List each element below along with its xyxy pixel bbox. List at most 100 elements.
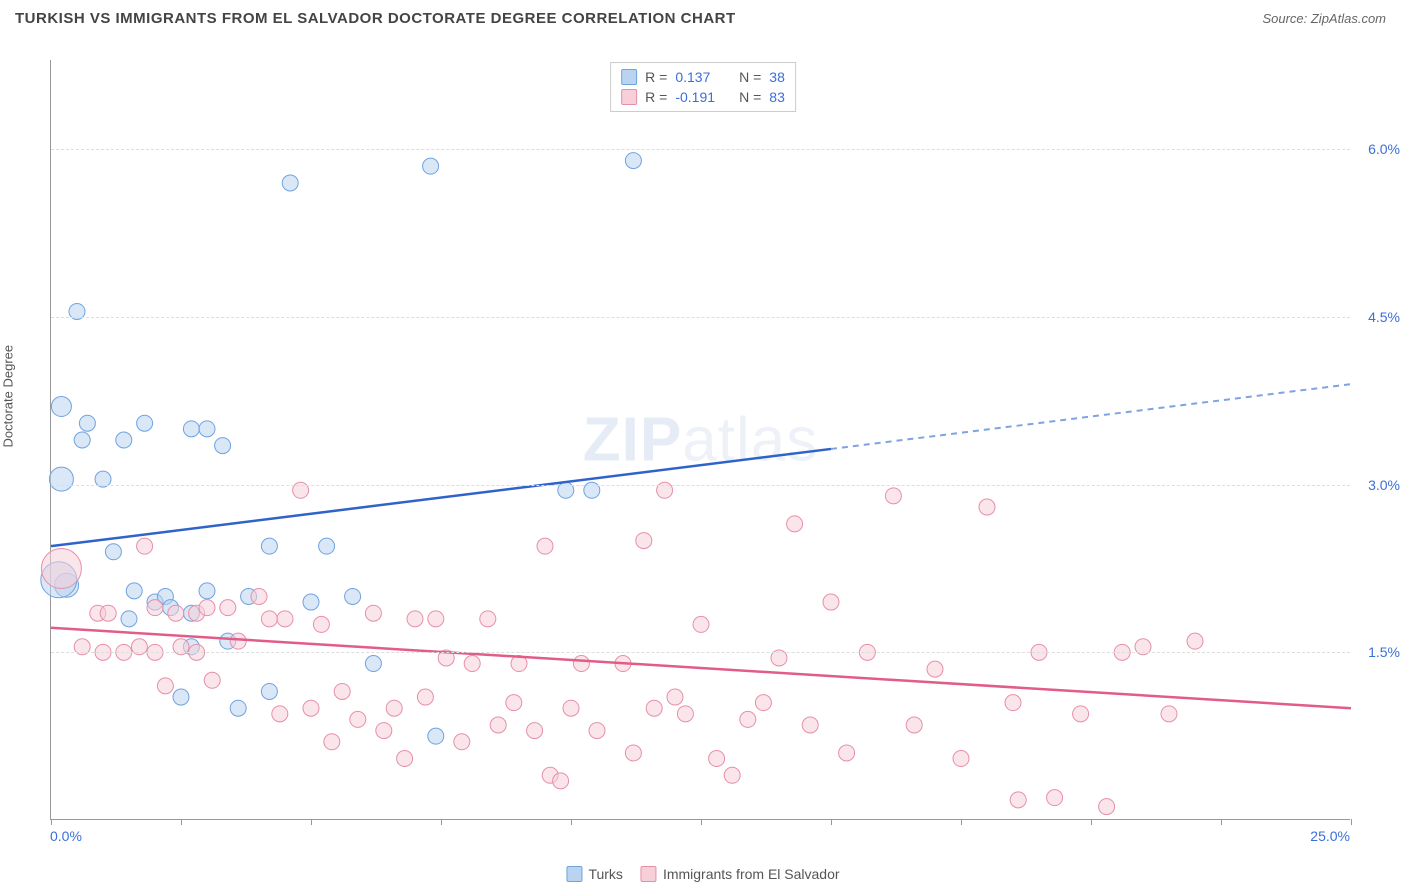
data-point	[277, 611, 293, 627]
data-point	[230, 633, 246, 649]
data-point	[823, 594, 839, 610]
data-point	[376, 723, 392, 739]
x-tick	[701, 819, 702, 825]
x-tick	[181, 819, 182, 825]
data-point	[313, 616, 329, 632]
data-point	[646, 700, 662, 716]
data-point	[839, 745, 855, 761]
data-point	[1073, 706, 1089, 722]
data-point	[454, 734, 470, 750]
y-tick-label: 6.0%	[1368, 141, 1400, 157]
data-point	[51, 396, 71, 416]
legend-item: Immigrants from El Salvador	[641, 866, 840, 882]
data-point	[397, 751, 413, 767]
data-point	[100, 605, 116, 621]
data-point	[1047, 790, 1063, 806]
x-axis-max-label: 25.0%	[1310, 828, 1350, 844]
legend-label: Turks	[588, 866, 622, 882]
series-swatch	[621, 69, 637, 85]
series-swatch	[621, 89, 637, 105]
data-point	[282, 175, 298, 191]
data-point	[464, 656, 480, 672]
data-point	[334, 683, 350, 699]
data-point	[157, 678, 173, 694]
data-point	[787, 516, 803, 532]
data-point	[906, 717, 922, 733]
data-point	[137, 415, 153, 431]
regression-line-extrapolated	[831, 384, 1351, 449]
gridline	[51, 149, 1350, 150]
data-point	[41, 549, 81, 589]
data-point	[261, 538, 277, 554]
data-point	[324, 734, 340, 750]
data-point	[480, 611, 496, 627]
x-tick	[961, 819, 962, 825]
data-point	[417, 689, 433, 705]
stats-legend: R = 0.137 N = 38R = -0.191 N = 83	[610, 62, 796, 112]
x-tick	[571, 819, 572, 825]
data-point	[183, 421, 199, 437]
gridline	[51, 652, 1350, 653]
data-point	[261, 611, 277, 627]
data-point	[173, 689, 189, 705]
data-point	[667, 689, 683, 705]
r-value: 0.137	[675, 69, 723, 85]
data-point	[490, 717, 506, 733]
data-point	[1010, 792, 1026, 808]
data-point	[199, 600, 215, 616]
data-point	[573, 656, 589, 672]
y-axis-label: Doctorate Degree	[1, 345, 16, 448]
regression-line	[51, 628, 1351, 708]
data-point	[527, 723, 543, 739]
data-point	[885, 488, 901, 504]
data-point	[121, 611, 137, 627]
stats-row: R = -0.191 N = 83	[621, 87, 785, 107]
legend-item: Turks	[566, 866, 622, 882]
source-label: Source: ZipAtlas.com	[1262, 11, 1386, 26]
data-point	[589, 723, 605, 739]
data-point	[74, 432, 90, 448]
data-point	[126, 583, 142, 599]
x-tick	[51, 819, 52, 825]
x-tick	[1351, 819, 1352, 825]
data-point	[625, 153, 641, 169]
data-point	[428, 728, 444, 744]
data-point	[677, 706, 693, 722]
data-point	[553, 773, 569, 789]
data-point	[365, 605, 381, 621]
data-point	[230, 700, 246, 716]
data-point	[407, 611, 423, 627]
n-label: N =	[731, 69, 761, 85]
y-tick-label: 3.0%	[1368, 477, 1400, 493]
data-point	[49, 467, 73, 491]
x-tick	[441, 819, 442, 825]
data-point	[319, 538, 335, 554]
data-point	[199, 421, 215, 437]
r-label: R =	[645, 69, 667, 85]
scatter-plot	[51, 60, 1350, 819]
data-point	[1161, 706, 1177, 722]
data-point	[625, 745, 641, 761]
gridline	[51, 317, 1350, 318]
data-point	[137, 538, 153, 554]
x-tick	[1221, 819, 1222, 825]
data-point	[303, 700, 319, 716]
data-point	[423, 158, 439, 174]
data-point	[1187, 633, 1203, 649]
data-point	[1005, 695, 1021, 711]
legend-label: Immigrants from El Salvador	[663, 866, 840, 882]
x-tick	[831, 819, 832, 825]
data-point	[204, 672, 220, 688]
data-point	[105, 544, 121, 560]
x-axis-min-label: 0.0%	[50, 828, 82, 844]
data-point	[220, 600, 236, 616]
data-point	[724, 767, 740, 783]
y-tick-label: 1.5%	[1368, 644, 1400, 660]
regression-line	[51, 449, 831, 546]
data-point	[251, 588, 267, 604]
data-point	[709, 751, 725, 767]
gridline	[51, 485, 1350, 486]
data-point	[386, 700, 402, 716]
x-tick	[1091, 819, 1092, 825]
x-tick	[311, 819, 312, 825]
